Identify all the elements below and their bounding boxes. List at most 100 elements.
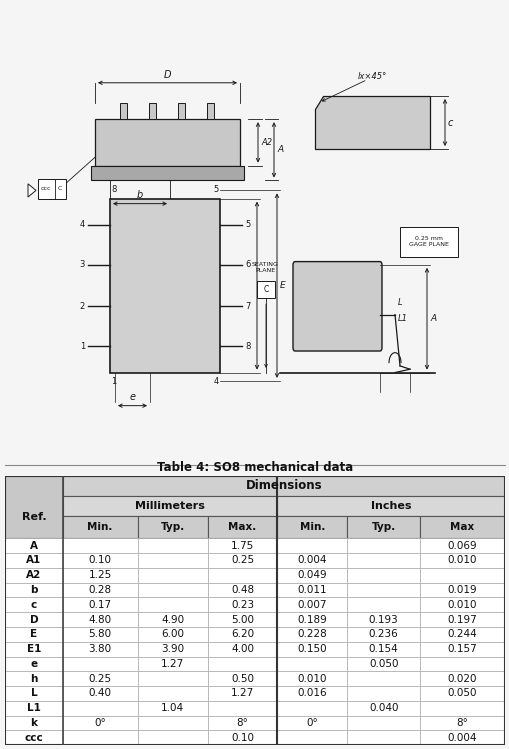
Bar — [277, 730, 347, 745]
Text: b: b — [30, 585, 38, 595]
Bar — [91, 166, 243, 181]
Bar — [149, 103, 156, 119]
Bar — [137, 686, 207, 701]
Text: 0.50: 0.50 — [231, 673, 253, 684]
Text: 0.049: 0.049 — [297, 570, 327, 580]
Bar — [419, 583, 504, 598]
Text: Max: Max — [449, 522, 473, 532]
Text: 8: 8 — [244, 342, 250, 351]
Text: 0.244: 0.244 — [447, 629, 476, 640]
Bar — [347, 686, 419, 701]
Bar — [137, 612, 207, 627]
Bar — [277, 516, 347, 539]
Text: Max.: Max. — [228, 522, 256, 532]
Bar — [277, 539, 347, 553]
Text: 3.80: 3.80 — [89, 644, 111, 654]
Text: C: C — [58, 187, 62, 191]
Bar — [419, 671, 504, 686]
Text: SEATING
PLANE: SEATING PLANE — [251, 262, 278, 273]
Bar — [137, 671, 207, 686]
Text: 2: 2 — [79, 302, 85, 311]
Bar — [110, 198, 219, 372]
Bar — [347, 701, 419, 716]
Text: 1: 1 — [111, 377, 117, 386]
Text: 0.40: 0.40 — [89, 688, 111, 699]
Bar — [5, 553, 63, 568]
Bar — [347, 671, 419, 686]
Polygon shape — [315, 96, 429, 149]
Text: 6.20: 6.20 — [231, 629, 253, 640]
Bar — [137, 583, 207, 598]
Text: 0.23: 0.23 — [231, 600, 253, 610]
Text: 8°: 8° — [456, 718, 467, 728]
Text: E: E — [30, 629, 37, 640]
Bar — [419, 516, 504, 539]
Text: C: C — [263, 285, 268, 294]
Text: Table 4: SO8 mechanical data: Table 4: SO8 mechanical data — [157, 461, 352, 474]
Bar — [207, 642, 277, 657]
Text: 0.189: 0.189 — [297, 614, 327, 625]
Text: 0.10: 0.10 — [89, 555, 111, 565]
Bar — [137, 553, 207, 568]
Bar — [63, 496, 277, 516]
Bar — [63, 516, 137, 539]
Bar — [5, 539, 63, 553]
Bar — [5, 568, 63, 583]
Text: A2: A2 — [261, 138, 272, 147]
Bar — [120, 103, 127, 119]
Bar — [137, 642, 207, 657]
Bar — [207, 671, 277, 686]
Text: 0.150: 0.150 — [297, 644, 327, 654]
Bar — [63, 627, 137, 642]
Text: 8: 8 — [111, 185, 117, 194]
Bar — [419, 598, 504, 612]
Bar — [207, 539, 277, 553]
Bar — [63, 476, 504, 496]
Text: 1: 1 — [79, 342, 85, 351]
Text: 4: 4 — [79, 220, 85, 229]
Bar — [137, 598, 207, 612]
Text: D: D — [163, 70, 171, 79]
Text: A: A — [429, 315, 435, 324]
Bar — [419, 716, 504, 730]
Text: 4.90: 4.90 — [161, 614, 184, 625]
Text: 0.004: 0.004 — [447, 733, 476, 743]
Text: Millimeters: Millimeters — [135, 501, 205, 511]
Bar — [347, 598, 419, 612]
Text: Typ.: Typ. — [371, 522, 395, 532]
Bar — [5, 612, 63, 627]
Text: 0.019: 0.019 — [447, 585, 476, 595]
Text: b: b — [136, 190, 143, 201]
Bar — [137, 568, 207, 583]
Bar — [419, 642, 504, 657]
Bar — [63, 716, 137, 730]
Bar — [5, 701, 63, 716]
Bar — [419, 568, 504, 583]
Text: 4.80: 4.80 — [89, 614, 111, 625]
Bar — [137, 627, 207, 642]
Bar — [5, 476, 63, 539]
Bar — [347, 612, 419, 627]
Bar — [63, 598, 137, 612]
Text: ccc: ccc — [24, 733, 43, 743]
Bar — [137, 716, 207, 730]
Bar — [207, 598, 277, 612]
Text: 3.90: 3.90 — [161, 644, 184, 654]
Bar — [63, 642, 137, 657]
Bar — [277, 598, 347, 612]
Text: 6.00: 6.00 — [161, 629, 184, 640]
Bar — [347, 583, 419, 598]
Bar — [207, 657, 277, 671]
Bar — [277, 583, 347, 598]
Bar — [63, 657, 137, 671]
Bar — [277, 627, 347, 642]
Text: c: c — [447, 118, 453, 127]
Text: E1: E1 — [260, 281, 270, 290]
Bar — [419, 686, 504, 701]
Bar — [277, 671, 347, 686]
Bar — [63, 553, 137, 568]
Text: 0.050: 0.050 — [447, 688, 476, 699]
Bar — [5, 657, 63, 671]
Text: k: k — [30, 718, 37, 728]
Bar — [63, 730, 137, 745]
